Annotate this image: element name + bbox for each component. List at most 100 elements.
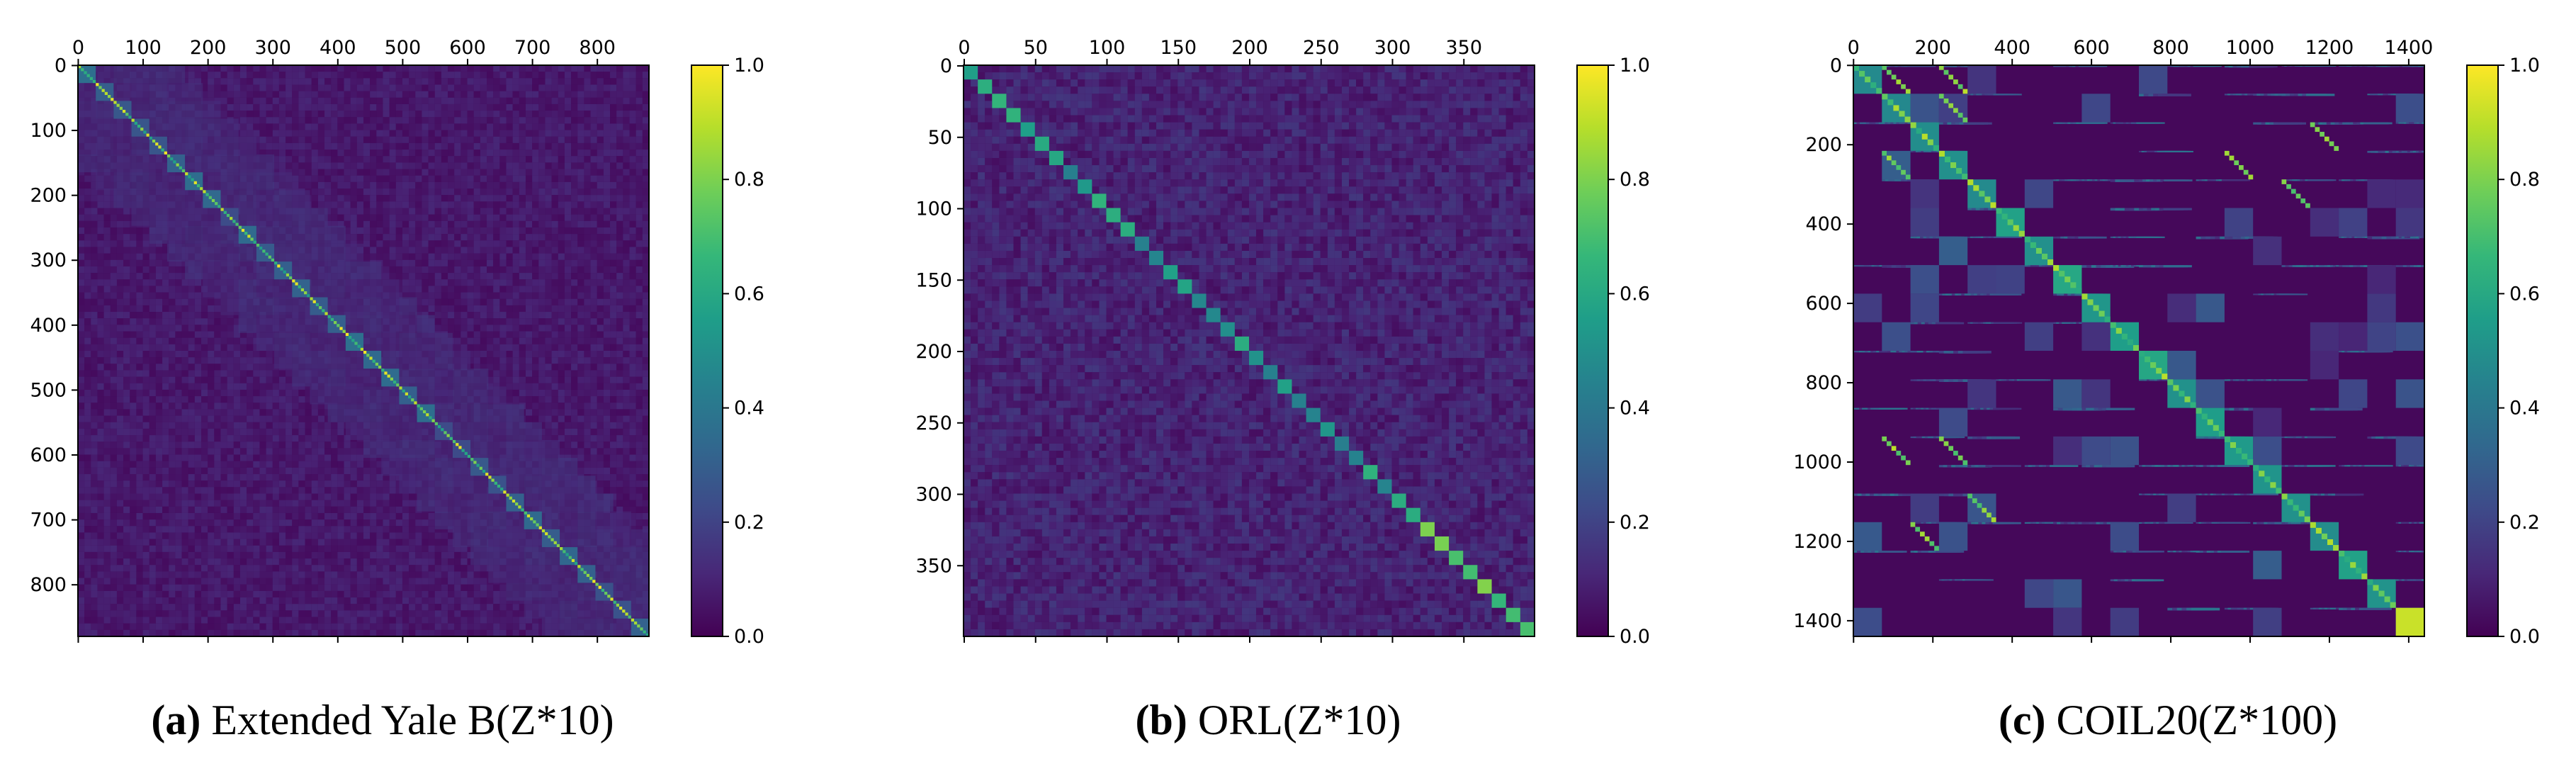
- heatmap-cell: [558, 376, 565, 383]
- heatmap-cell: [564, 305, 572, 313]
- heatmap-cell: [584, 403, 591, 410]
- heatmap-cell: [78, 357, 85, 364]
- heatmap-cell: [577, 136, 584, 143]
- heatmap-cell: [402, 117, 409, 124]
- heatmap-cell: [571, 357, 578, 364]
- heatmap-cell: [473, 357, 480, 364]
- heatmap-cell: [499, 286, 507, 293]
- heatmap-cell: [461, 130, 468, 137]
- heatmap-cell: [454, 142, 461, 150]
- heatmap-cell: [448, 111, 455, 118]
- heatmap-cell: [123, 364, 130, 371]
- heatmap-cell: [78, 337, 85, 344]
- heatmap-cell: [467, 91, 474, 98]
- heatmap-cell: [169, 351, 176, 358]
- heatmap-cell: [116, 428, 124, 436]
- heatmap-cell: [350, 201, 357, 208]
- heatmap-cell: [480, 195, 487, 202]
- heatmap-cell: [610, 266, 617, 274]
- heatmap-cell: [564, 142, 572, 150]
- heatmap-cell: [551, 136, 558, 143]
- heatmap-cell: [467, 117, 474, 124]
- heatmap-cell: [551, 111, 558, 118]
- heatmap-cell: [597, 72, 604, 79]
- heatmap-cell: [610, 201, 617, 208]
- heatmap-cell: [286, 123, 293, 130]
- heatmap-cell: [487, 72, 494, 79]
- heatmap-cell: [499, 117, 507, 124]
- heatmap-cell: [642, 111, 649, 118]
- heatmap-cell: [551, 247, 558, 254]
- heatmap-cell: [558, 273, 565, 280]
- heatmap-cell: [564, 279, 572, 286]
- heatmap-cell: [642, 337, 649, 344]
- heatmap-cell: [162, 286, 169, 293]
- heatmap-cell: [597, 117, 604, 124]
- heatmap-cell: [623, 136, 630, 143]
- heatmap-cell: [441, 130, 448, 137]
- heatmap-cell: [155, 298, 163, 305]
- heatmap-cell: [480, 273, 487, 280]
- heatmap-cell: [610, 415, 617, 422]
- heatmap-cell: [233, 422, 240, 429]
- heatmap-cell: [181, 292, 188, 299]
- heatmap-cell: [597, 286, 604, 293]
- heatmap-cell: [266, 422, 273, 429]
- heatmap-cell: [91, 357, 98, 364]
- heatmap-cell: [538, 305, 546, 313]
- heatmap-cell: [84, 376, 91, 383]
- heatmap-cell: [123, 318, 130, 325]
- heatmap-cell: [610, 97, 617, 104]
- heatmap-cell: [402, 240, 409, 247]
- heatmap-cell: [577, 337, 584, 344]
- heatmap-cell: [473, 169, 480, 176]
- heatmap-cell: [584, 253, 591, 260]
- heatmap-cell: [564, 220, 572, 227]
- heatmap-cell: [337, 91, 344, 98]
- heatmap-cell: [590, 312, 597, 319]
- heatmap-cell: [91, 273, 98, 280]
- heatmap-cell: [395, 273, 402, 280]
- heatmap-cell: [402, 123, 409, 130]
- heatmap-cell: [422, 234, 429, 241]
- heatmap-cell: [181, 331, 188, 338]
- heatmap-cell: [487, 84, 494, 91]
- heatmap-cell: [194, 337, 202, 344]
- heatmap-cell: [519, 65, 526, 72]
- heatmap-cell: [434, 259, 441, 266]
- heatmap-cell: [337, 78, 344, 85]
- heatmap-cell: [311, 156, 318, 163]
- heatmap-cell: [428, 181, 435, 189]
- heatmap-cell: [448, 195, 455, 202]
- heatmap-cell: [629, 175, 636, 182]
- heatmap-cell: [519, 162, 526, 169]
- heatmap-cell: [493, 351, 500, 358]
- heatmap-cell: [324, 78, 332, 85]
- heatmap-cell: [512, 130, 519, 137]
- heatmap-cell: [597, 370, 604, 377]
- heatmap-cell: [84, 370, 91, 377]
- heatmap-cell: [571, 78, 578, 85]
- heatmap-cell: [259, 403, 266, 410]
- heatmap-cell: [635, 136, 643, 143]
- heatmap-cell: [383, 273, 390, 280]
- heatmap-cell: [266, 150, 273, 157]
- heatmap-cell: [441, 156, 448, 163]
- heatmap-cell: [136, 422, 143, 429]
- heatmap-cell: [434, 220, 441, 227]
- heatmap-cell: [142, 389, 149, 397]
- heatmap-cell: [278, 396, 286, 403]
- heatmap-cell: [331, 162, 338, 169]
- heatmap-cell: [91, 259, 98, 266]
- heatmap-cell: [467, 247, 474, 254]
- heatmap-cell: [389, 181, 396, 189]
- heatmap-cell: [577, 156, 584, 163]
- heatmap-cell: [78, 286, 85, 293]
- heatmap-cell: [551, 318, 558, 325]
- heatmap-cell: [623, 240, 630, 247]
- heatmap-cell: [558, 220, 565, 227]
- heatmap-cell: [402, 181, 409, 189]
- heatmap-cell: [363, 175, 371, 182]
- heatmap-cell: [512, 136, 519, 143]
- heatmap-cell: [635, 130, 643, 137]
